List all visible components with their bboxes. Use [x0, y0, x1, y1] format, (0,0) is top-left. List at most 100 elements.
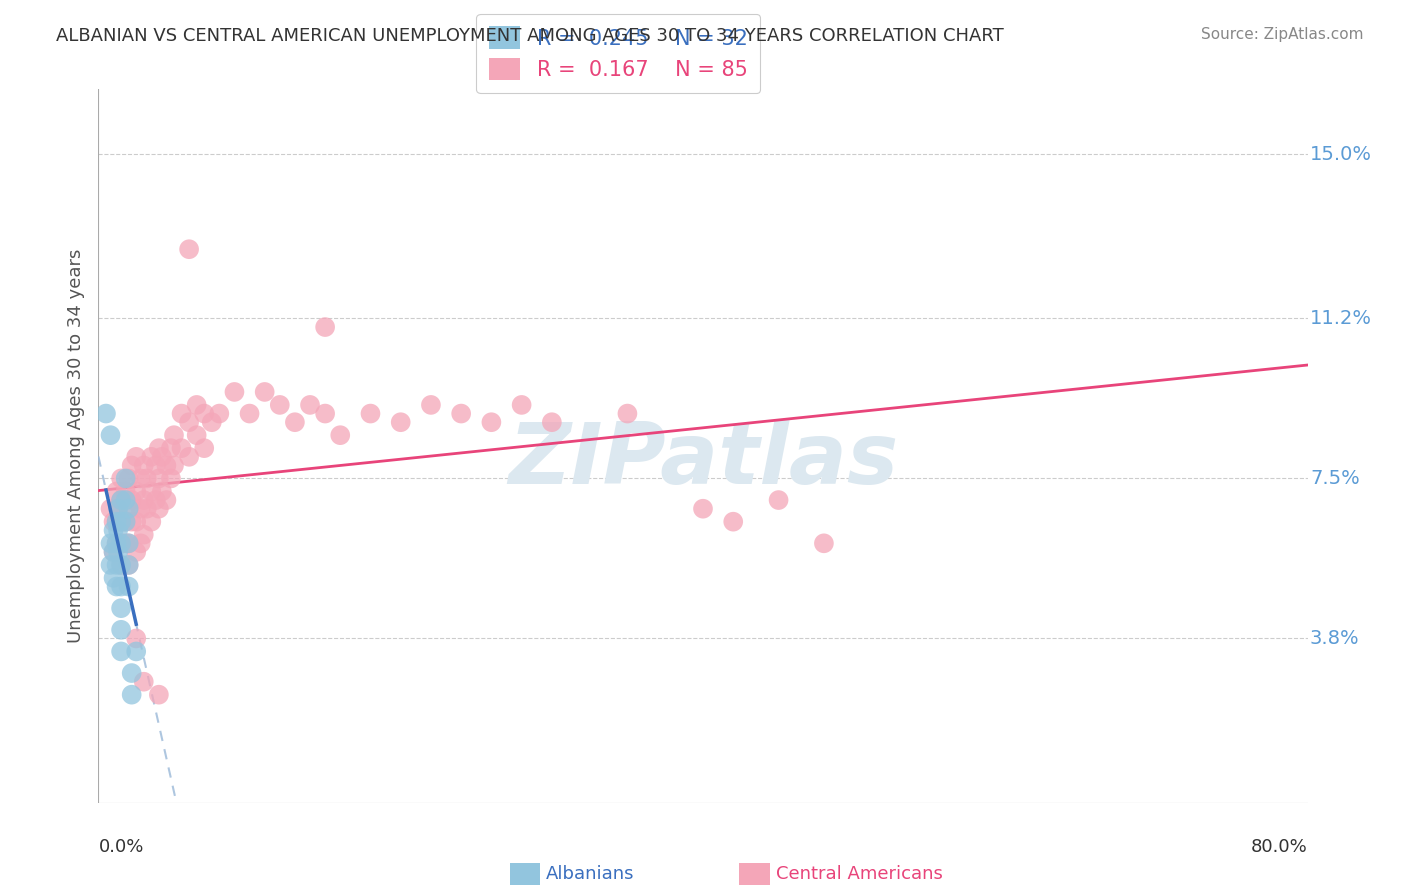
Point [100, 558, 122, 572]
Point [269, 398, 291, 412]
Point [420, 398, 443, 412]
Point [105, 536, 128, 550]
Point [125, 632, 148, 646]
Point [107, 501, 129, 516]
Point [94, 407, 117, 421]
Point [114, 515, 136, 529]
Point [450, 407, 472, 421]
Point [105, 515, 128, 529]
Point [155, 493, 177, 508]
Point [129, 536, 152, 550]
Legend: R =  0.245    N = 32, R =  0.167    N = 85: R = 0.245 N = 32, R = 0.167 N = 85 [477, 14, 761, 93]
Point [148, 441, 170, 455]
Point [160, 471, 183, 485]
Point [163, 428, 186, 442]
Point [616, 407, 638, 421]
Point [132, 493, 155, 508]
Point [118, 558, 141, 572]
Point [160, 441, 183, 455]
Point [510, 398, 533, 412]
Point [121, 458, 143, 473]
Point [141, 450, 163, 464]
Point [284, 415, 307, 429]
Point [141, 515, 163, 529]
Text: 0.0%: 0.0% [98, 838, 143, 856]
Point [121, 493, 143, 508]
Point [329, 428, 352, 442]
FancyBboxPatch shape [509, 863, 540, 885]
Point [103, 571, 125, 585]
Point [125, 644, 148, 658]
Point [118, 558, 141, 572]
Point [107, 545, 129, 559]
Point [105, 484, 128, 499]
Point [239, 407, 262, 421]
Point [118, 501, 141, 516]
Point [105, 558, 128, 572]
Point [125, 545, 148, 559]
Point [314, 320, 336, 334]
Point [193, 441, 215, 455]
Point [135, 501, 157, 516]
Point [768, 493, 790, 508]
Point [224, 384, 246, 399]
Point [389, 415, 412, 429]
Point [125, 450, 148, 464]
FancyBboxPatch shape [740, 863, 769, 885]
Point [193, 407, 215, 421]
Text: 80.0%: 80.0% [1251, 838, 1308, 856]
Text: Source: ZipAtlas.com: Source: ZipAtlas.com [1201, 27, 1364, 42]
Point [110, 558, 132, 572]
Point [314, 407, 336, 421]
Point [118, 536, 141, 550]
Text: 7.5%: 7.5% [1310, 469, 1360, 488]
Point [129, 501, 152, 516]
Point [155, 458, 177, 473]
Point [148, 688, 170, 702]
Point [110, 580, 132, 594]
Point [148, 471, 170, 485]
Point [813, 536, 835, 550]
Point [481, 415, 503, 429]
Point [132, 674, 155, 689]
Point [118, 501, 141, 516]
Text: Albanians: Albanians [546, 865, 634, 883]
Point [110, 601, 132, 615]
Point [121, 515, 143, 529]
Point [110, 558, 132, 572]
Point [114, 515, 136, 529]
Point [145, 493, 167, 508]
Point [110, 515, 132, 529]
Point [100, 501, 122, 516]
Text: 15.0%: 15.0% [1310, 145, 1372, 163]
Point [110, 515, 132, 529]
Point [125, 484, 148, 499]
Text: Central Americans: Central Americans [776, 865, 942, 883]
Point [100, 536, 122, 550]
Point [723, 515, 745, 529]
Point [170, 441, 193, 455]
Point [163, 458, 186, 473]
Point [299, 398, 322, 412]
Point [103, 545, 125, 559]
Point [114, 484, 136, 499]
Point [114, 536, 136, 550]
Point [135, 471, 157, 485]
Point [145, 458, 167, 473]
Point [110, 536, 132, 550]
Point [105, 515, 128, 529]
Point [170, 407, 193, 421]
Point [110, 623, 132, 637]
Text: 11.2%: 11.2% [1310, 309, 1372, 328]
Point [107, 524, 129, 538]
Point [148, 501, 170, 516]
Point [110, 644, 132, 658]
Text: ZIPatlas: ZIPatlas [508, 418, 898, 502]
Point [107, 501, 129, 516]
Point [132, 458, 155, 473]
Point [118, 471, 141, 485]
Point [179, 450, 201, 464]
Point [105, 580, 128, 594]
Point [186, 428, 208, 442]
Point [118, 580, 141, 594]
